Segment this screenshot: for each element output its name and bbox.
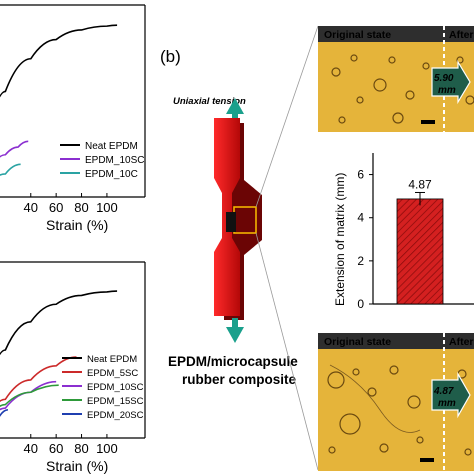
chart-bottom-series xyxy=(0,290,118,417)
series-line-epdm-15sc xyxy=(0,384,59,408)
micrograph-top-arrow xyxy=(431,59,471,105)
y-tick-label: 4 xyxy=(357,211,364,225)
legend-label: Neat EPDM xyxy=(85,141,138,152)
panel-b-label: (b) xyxy=(160,47,181,66)
tension-arrow-down-shaft xyxy=(232,318,238,328)
chart-top-xlabel: Strain (%) xyxy=(46,217,108,233)
legend-label: EPDM_10C xyxy=(85,169,138,180)
micrograph-bottom-arrow xyxy=(431,371,471,419)
bar-data-label: 4.87 xyxy=(408,177,432,191)
chart-bottom: 40 60 80 100 Neat EPDM EPDM_5SC EPDM_10SC EPDM… xyxy=(0,261,146,474)
chart-bottom-legend: Neat EPDM EPDM_5SC EPDM_10SC EPDM_15SC EPDM_… xyxy=(62,354,144,421)
micrograph-bottom-particles xyxy=(327,365,472,456)
chart-top-ticks: 40 60 80 100 xyxy=(24,193,118,215)
composite-label-line2: rubber composite xyxy=(182,372,297,387)
chart-bottom-ticks: 40 60 80 100 xyxy=(24,434,118,456)
micrograph-bottom-header-left: Original state xyxy=(324,336,391,348)
series-line-neat-epdm xyxy=(0,290,118,356)
micrograph-top-particles xyxy=(331,54,474,124)
micrograph-top-arrow-value: 5.90 xyxy=(434,73,454,84)
series-line-epdm-10sc xyxy=(0,380,57,411)
legend-label: EPDM_10SC xyxy=(85,155,144,166)
bar xyxy=(396,198,444,305)
y-tick-label: 0 xyxy=(357,297,364,311)
tension-label: Uniaxial tension xyxy=(173,96,246,107)
x-tick-label: 60 xyxy=(49,441,63,456)
chart-bar-marks: 4.87 xyxy=(396,177,444,305)
legend-label: EPDM_5SC xyxy=(87,368,138,379)
chart-top: 40 60 80 100 Neat EPDM EPDM_10SC EPDM_10C Str… xyxy=(0,4,146,233)
micrograph-top: Original state After 5.90 mm xyxy=(318,26,474,132)
chart-top-legend: Neat EPDM EPDM_10SC EPDM_10C xyxy=(60,141,144,180)
composite-label-line1: EPDM/microcapsule xyxy=(168,354,298,369)
x-tick-label: 100 xyxy=(96,441,118,456)
chart-bottom-xlabel: Strain (%) xyxy=(46,458,108,474)
x-tick-label: 40 xyxy=(24,200,38,215)
x-tick-label: 100 xyxy=(96,200,118,215)
micrograph-top-header-right: After xyxy=(449,29,474,41)
specimen-diagram: Uniaxial tension EPDM/microcapsule rubbe… xyxy=(168,96,298,387)
series-line-epdm-20sc xyxy=(0,409,8,417)
micrograph-bottom-header-right: After xyxy=(449,336,474,348)
series-line-neat-epdm xyxy=(0,24,118,99)
tension-arrow-down xyxy=(226,322,244,343)
legend-label: EPDM_20SC xyxy=(87,410,144,421)
series-line-epdm-10sc xyxy=(0,140,29,158)
chart-top-series xyxy=(0,24,118,176)
x-tick-label: 80 xyxy=(74,200,88,215)
legend-label: EPDM_15SC xyxy=(87,396,144,407)
legend-label: EPDM_10SC xyxy=(87,382,144,393)
micrograph-top-header-left: Original state xyxy=(324,29,391,41)
micrograph-top-scalebar xyxy=(421,120,435,124)
micrograph-bottom: Original state After 4.87 mm xyxy=(318,333,474,471)
micrograph-bottom-scalebar xyxy=(420,458,434,462)
x-tick-label: 60 xyxy=(49,200,63,215)
chart-bar: 0 2 4 6 4.87 Extension of matrix (mm) xyxy=(333,153,474,311)
series-line-epdm-10c xyxy=(0,163,21,176)
tension-arrow-up xyxy=(226,98,244,120)
callout-lines xyxy=(255,25,319,471)
micrograph-bottom-arrow-value: 4.87 xyxy=(433,386,454,397)
specimen-strip xyxy=(226,212,236,232)
x-tick-label: 40 xyxy=(24,441,38,456)
legend-label: Neat EPDM xyxy=(87,354,137,365)
y-tick-label: 2 xyxy=(357,254,364,268)
x-tick-label: 80 xyxy=(74,441,88,456)
chart-bar-ylabel: Extension of matrix (mm) xyxy=(333,173,347,306)
series-line-epdm-5sc xyxy=(0,356,77,403)
y-tick-label: 6 xyxy=(357,168,364,182)
chart-bar-ticks: 0 2 4 6 xyxy=(357,168,373,311)
micrograph-top-arrow-unit: mm xyxy=(438,85,456,96)
micrograph-bottom-arrow-unit: mm xyxy=(438,398,456,409)
